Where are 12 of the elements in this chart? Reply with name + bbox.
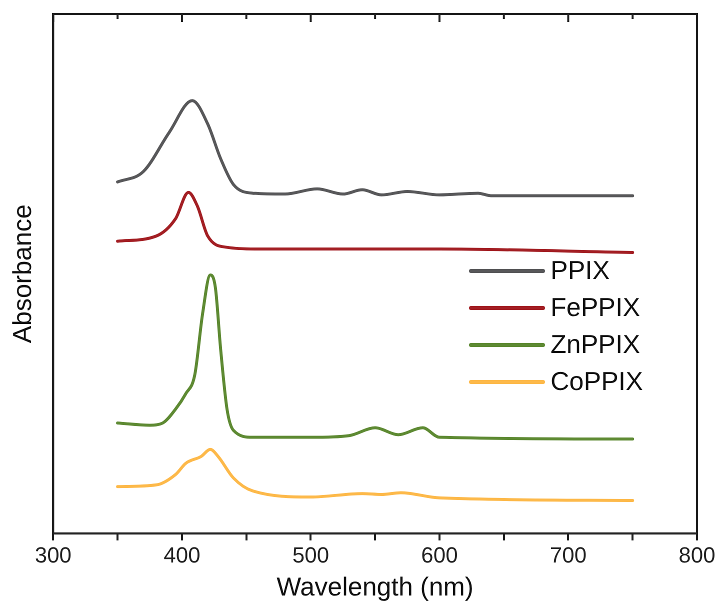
x-tick-label: 400 (164, 542, 200, 568)
x-tick-label: 700 (550, 542, 587, 568)
legend-label: CoPPIX (550, 366, 643, 397)
y-axis-title: Absorbance (6, 204, 37, 344)
x-axis-title: Wavelength (nm) (276, 572, 474, 602)
x-tick-label: 500 (292, 542, 330, 568)
x-tick-label: 800 (678, 542, 716, 568)
x-tick-label: 300 (34, 542, 72, 568)
legend-label: ZnPPIX (550, 329, 640, 360)
legend-label: FePPIX (550, 292, 640, 323)
legend-label: PPIX (550, 255, 610, 286)
x-tick-label: 600 (421, 542, 458, 568)
